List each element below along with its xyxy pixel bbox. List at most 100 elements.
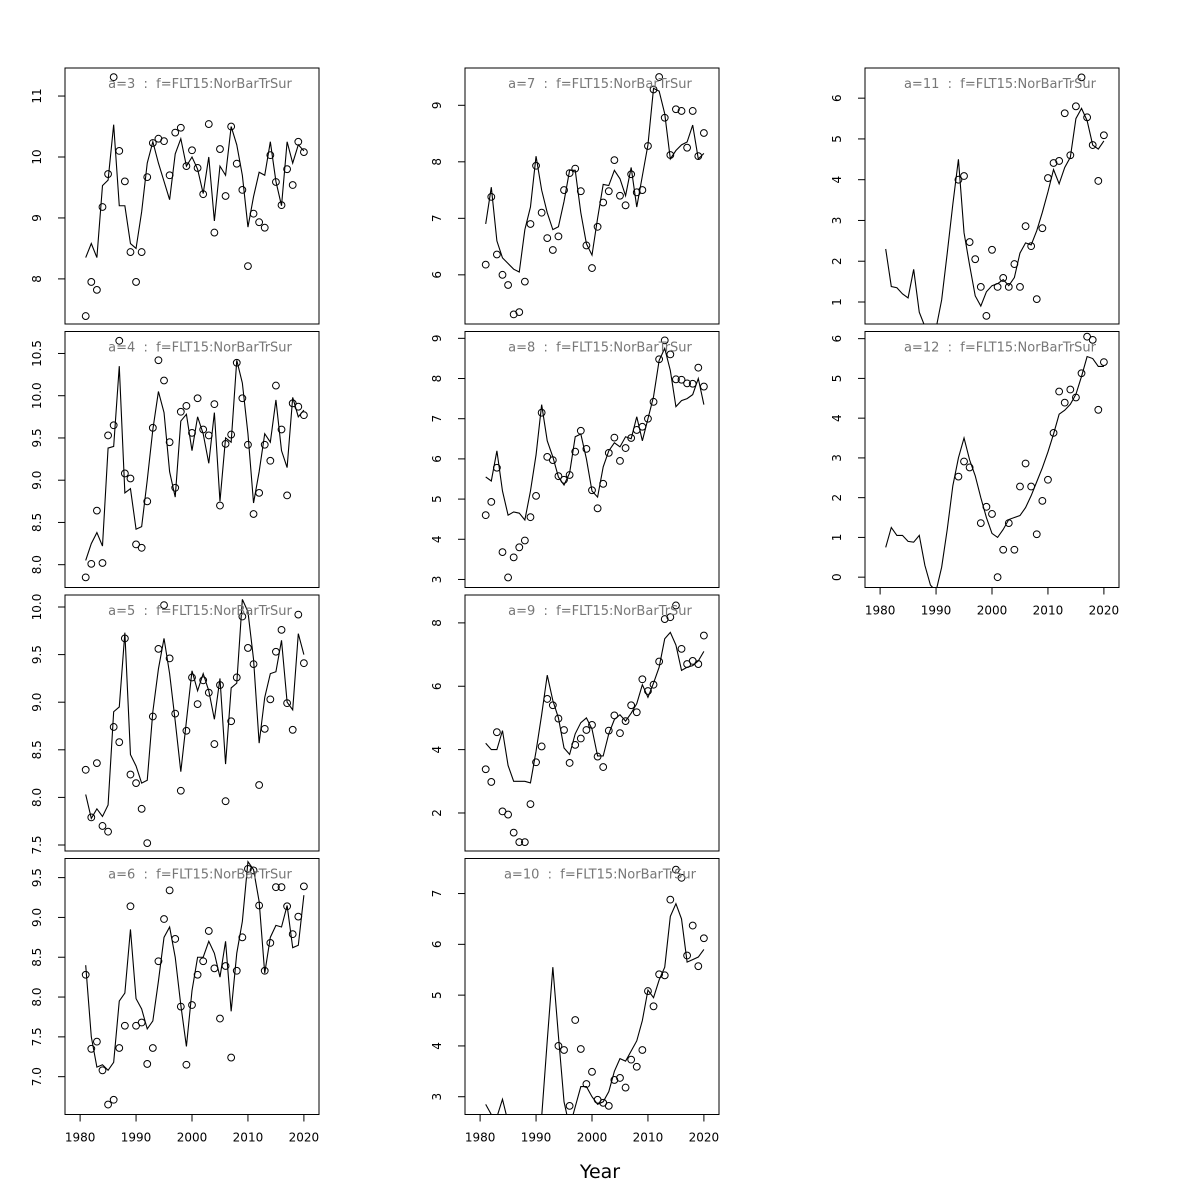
- y-tick-label: 8: [430, 619, 444, 627]
- y-tick-label: 9: [430, 335, 444, 343]
- data-point: [565, 169, 574, 178]
- data-point: [1010, 545, 1019, 554]
- data-point: [299, 882, 308, 891]
- data-point: [255, 781, 264, 789]
- data-point: [204, 120, 213, 128]
- x-tick-label: 2000: [177, 1131, 208, 1145]
- fitted-line: [885, 355, 1104, 588]
- y-tick-label: 9: [30, 214, 44, 222]
- data-point: [232, 966, 241, 975]
- data-point: [677, 107, 686, 115]
- y-tick-label: 6: [430, 941, 444, 949]
- plot-frame: [464, 594, 720, 852]
- data-point: [1027, 242, 1036, 251]
- data-point: [98, 203, 107, 211]
- data-point: [148, 139, 157, 147]
- data-point: [543, 234, 552, 243]
- fitted-line: [85, 360, 305, 561]
- plot-frame: [464, 858, 720, 1115]
- data-point: [98, 1066, 107, 1075]
- data-point: [1049, 428, 1058, 437]
- y-tick-label: 4: [430, 1042, 444, 1050]
- data-point: [627, 701, 636, 710]
- x-tick-label: 1980: [865, 604, 896, 618]
- data-point: [299, 148, 308, 157]
- y-tick-label: 7: [430, 890, 444, 898]
- data-point: [481, 260, 490, 269]
- x-tick-label: 1980: [65, 1131, 96, 1145]
- fitted-line: [85, 599, 305, 820]
- data-point: [616, 729, 624, 738]
- x-tick-label: 2000: [977, 604, 1008, 618]
- data-point: [632, 708, 641, 717]
- y-tick-label: 5: [830, 375, 844, 383]
- data-point: [188, 1001, 196, 1009]
- data-point: [610, 433, 619, 442]
- y-tick-label: 4: [830, 176, 844, 184]
- data-point: [1038, 496, 1047, 505]
- data-point: [109, 73, 118, 82]
- data-point: [993, 573, 1002, 582]
- data-point: [548, 246, 557, 254]
- data-point: [277, 425, 286, 434]
- y-tick-label: 7: [430, 215, 444, 223]
- data-point: [244, 440, 252, 449]
- data-point: [576, 187, 585, 196]
- panel-title: a=7 : f=FLT15:NorBarTrSur: [508, 77, 692, 92]
- data-point: [216, 501, 224, 510]
- panel: 2 4 6 8 a=9 : f=FLT15:NorBarTrSur: [430, 594, 720, 852]
- data-point: [283, 902, 292, 911]
- data-point: [571, 447, 580, 456]
- data-point: [109, 723, 118, 731]
- panel-title: a=3 : f=FLT15:NorBarTrSur: [108, 77, 292, 92]
- data-point: [565, 1101, 574, 1110]
- data-point: [1016, 283, 1024, 291]
- data-point: [672, 601, 680, 610]
- data-point: [87, 278, 96, 286]
- data-point: [498, 548, 507, 557]
- data-point: [1055, 387, 1064, 396]
- data-point: [81, 573, 90, 582]
- data-point: [266, 151, 275, 160]
- data-point: [616, 1074, 624, 1082]
- plot-area: [81, 336, 308, 582]
- data-point: [644, 987, 652, 995]
- x-tick-label: 2010: [633, 1131, 664, 1145]
- x-tick-label: 2010: [233, 1131, 264, 1145]
- y-tick-label: 3: [430, 1093, 444, 1101]
- data-point: [148, 1044, 157, 1052]
- data-point: [504, 810, 512, 819]
- data-point: [1032, 295, 1041, 304]
- y-tick-label: 10.0: [30, 594, 44, 621]
- x-tick-label: 2010: [1033, 604, 1064, 618]
- data-point: [126, 248, 135, 256]
- fitted-line: [485, 631, 705, 784]
- data-point: [982, 311, 991, 320]
- data-point: [666, 895, 675, 904]
- data-point: [1060, 109, 1069, 118]
- data-point: [126, 902, 135, 911]
- data-point: [277, 883, 286, 892]
- data-point: [160, 376, 168, 385]
- data-point: [260, 223, 269, 232]
- data-point: [199, 957, 208, 966]
- data-point: [576, 734, 585, 743]
- y-tick-label: 9.5: [30, 868, 44, 887]
- panel-title: a=12 : f=FLT15:NorBarTrSur: [904, 341, 1097, 356]
- y-tick-label: 7.0: [30, 1067, 44, 1086]
- y-tick-label: 9.5: [30, 645, 44, 664]
- data-point: [126, 770, 135, 779]
- fitted-line: [485, 346, 705, 522]
- data-point: [660, 336, 669, 345]
- y-tick-label: 9.0: [30, 908, 44, 927]
- data-point: [255, 218, 264, 227]
- plot-frame: [64, 594, 320, 852]
- data-point: [554, 1042, 563, 1050]
- data-point: [976, 519, 985, 528]
- data-point: [188, 146, 196, 155]
- data-point: [688, 107, 697, 115]
- data-point: [1077, 73, 1086, 82]
- panel: 3 4 5 6 7 1980 1990 2000 2010 2020 a=10 : f=FLT15:…: [430, 858, 720, 1145]
- data-point: [487, 778, 496, 786]
- data-point: [492, 728, 501, 737]
